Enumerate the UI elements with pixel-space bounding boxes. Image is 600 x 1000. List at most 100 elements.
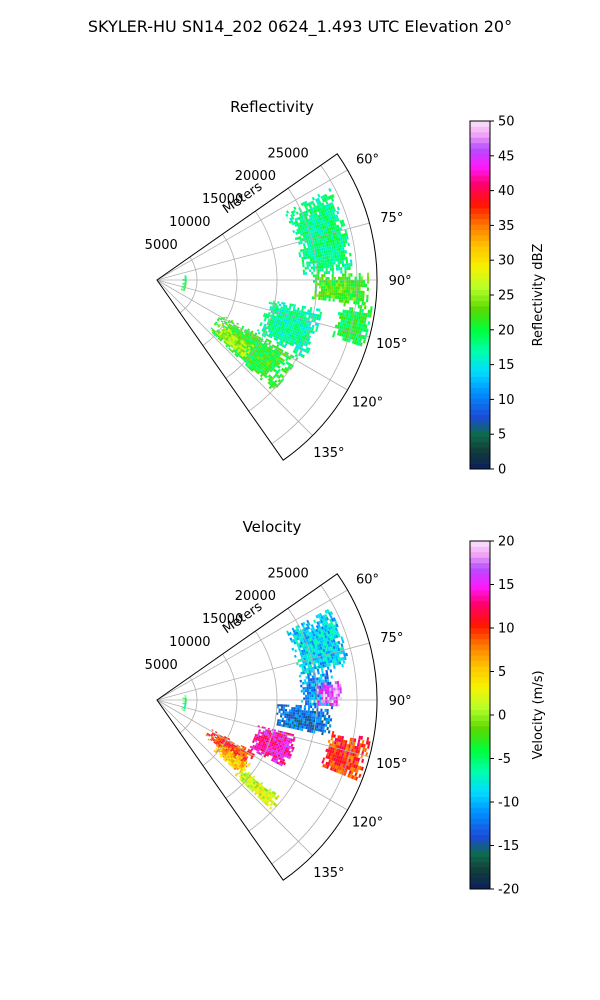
echo-gate — [224, 742, 228, 746]
echo-gate — [336, 755, 340, 759]
echo-gate — [287, 718, 291, 721]
echo-gate — [362, 323, 366, 328]
echo-gate — [343, 302, 346, 307]
echo-gate — [316, 201, 320, 206]
echo-gate — [288, 725, 292, 729]
echo-gate — [259, 752, 263, 756]
echo-gate — [273, 735, 277, 739]
echo-gate — [286, 744, 289, 748]
echo-gate — [271, 753, 274, 757]
echo-gate — [261, 740, 264, 743]
echo-gate — [296, 336, 300, 340]
echo-gate — [339, 244, 342, 248]
echo-gate — [322, 244, 325, 248]
echo-gate — [309, 307, 313, 311]
echo-gate — [342, 250, 345, 254]
echo-gate — [301, 700, 304, 703]
echo-gate — [306, 209, 310, 213]
echo-gate — [320, 679, 323, 683]
echo-gate — [242, 745, 245, 749]
echo-gate — [239, 777, 243, 781]
echo-gate — [326, 634, 330, 638]
echo-gate — [304, 200, 308, 205]
echo-gate — [347, 773, 351, 778]
echo-gate — [231, 743, 235, 746]
echo-gate — [344, 299, 348, 304]
colorbar-tick-label: 20 — [498, 323, 515, 338]
echo-gate — [337, 703, 340, 707]
echo-gate — [332, 662, 336, 666]
echo-gate — [273, 315, 276, 319]
echo-gate — [293, 338, 297, 342]
echo-gate — [331, 280, 334, 284]
sector-outline — [156, 573, 378, 881]
echo-gate — [337, 321, 341, 326]
echo-gate — [287, 740, 291, 744]
echo-gate — [321, 198, 326, 203]
echo-gate — [341, 247, 345, 251]
echo-gate — [243, 348, 247, 352]
echo-gate — [323, 212, 327, 216]
echo-gate — [319, 265, 322, 269]
echo-gate — [305, 702, 308, 706]
echo-gate — [322, 679, 325, 683]
echo-gate — [228, 758, 231, 761]
echo-gate — [315, 325, 319, 330]
echo-gate — [321, 250, 324, 254]
echo-gate — [267, 347, 271, 351]
echo-gate — [261, 369, 265, 373]
echo-gate — [261, 738, 265, 741]
echo-gate — [321, 700, 324, 703]
echo-gate — [298, 636, 301, 640]
echo-gate — [304, 718, 308, 721]
echo-gate — [216, 737, 219, 740]
echo-gate — [266, 363, 270, 367]
echo-gate — [329, 763, 333, 767]
echo-gate — [249, 340, 253, 344]
echo-gate — [361, 335, 365, 340]
echo-gate — [364, 324, 368, 329]
echo-gate — [273, 337, 277, 341]
figure-title: SKYLER-HU SN14_202 0624_1.493 UTC Elevat… — [88, 17, 512, 37]
colorbar-step — [470, 463, 490, 470]
echo-gate — [304, 250, 307, 254]
echo-gate — [360, 315, 363, 320]
echo-gate — [335, 769, 339, 773]
echo-gate — [360, 736, 364, 740]
echo-gate — [283, 323, 287, 327]
colorbar-step — [470, 736, 490, 743]
echo-gate — [316, 659, 320, 663]
echo-gate — [316, 257, 319, 261]
echo-gate — [253, 359, 257, 363]
echo-gate — [342, 756, 346, 761]
colorbar-step — [470, 763, 490, 770]
echo-gate — [344, 327, 348, 331]
echo-gate — [280, 715, 283, 718]
echo-gate — [330, 198, 335, 202]
echo-gate — [321, 618, 326, 623]
echo-gate — [299, 725, 302, 729]
echo-gate — [293, 724, 296, 727]
echo-gate — [291, 627, 295, 631]
echo-gate — [297, 340, 301, 344]
echo-gate — [316, 722, 320, 726]
echo-gate — [303, 643, 306, 647]
echo-gate — [298, 719, 301, 723]
echo-gate — [277, 749, 281, 752]
echo-gate — [242, 777, 245, 781]
echo-gate — [247, 363, 251, 366]
echo-gate — [339, 759, 343, 764]
echo-gate — [334, 324, 338, 329]
echo-gate — [323, 274, 326, 278]
echo-gate — [275, 743, 279, 747]
echo-gate — [292, 719, 295, 722]
echo-gate — [284, 724, 287, 728]
echo-gate — [241, 764, 245, 768]
echo-gate — [327, 755, 331, 760]
echo-gate — [340, 250, 343, 255]
echo-gate — [297, 707, 300, 710]
echo-gate — [288, 305, 292, 309]
echo-gate — [313, 215, 317, 220]
echo-gate — [254, 332, 258, 336]
echo-gate — [295, 344, 299, 349]
